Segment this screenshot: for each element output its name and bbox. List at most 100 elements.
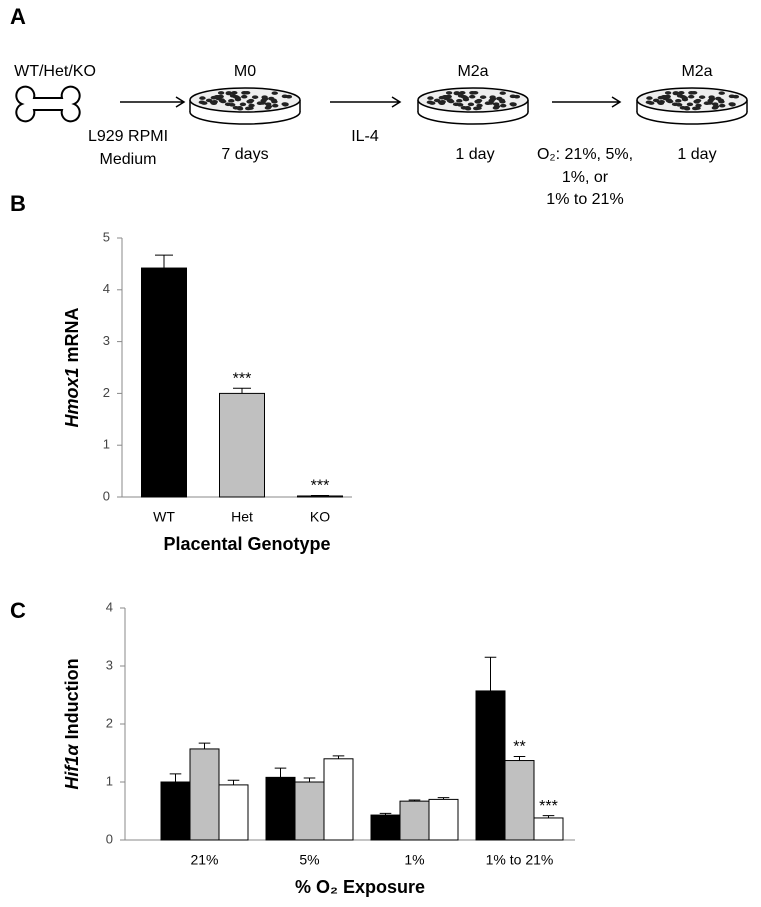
cell (475, 106, 482, 110)
cell (489, 95, 496, 99)
bar (189, 748, 220, 841)
bar (399, 800, 430, 841)
x-axis-label: % O₂ Exposure (295, 877, 425, 897)
cell (694, 98, 702, 103)
cell (217, 91, 225, 95)
cell (282, 102, 289, 107)
cell (265, 104, 273, 109)
error-bar (484, 656, 497, 691)
transition-label: 1% to 21% (546, 191, 623, 208)
petri-dish (636, 87, 748, 125)
bar (160, 781, 191, 841)
cell (675, 99, 682, 103)
error-bar (542, 815, 555, 818)
arrow (552, 96, 622, 108)
cell (688, 90, 695, 95)
cell (484, 101, 492, 106)
cell (241, 94, 248, 99)
cell (198, 100, 206, 105)
error-bar (408, 799, 421, 802)
cell (509, 94, 517, 99)
cell (236, 106, 244, 111)
y-axis-label-italic: Hmox1 (62, 367, 82, 427)
step-duration: 1 day (677, 146, 716, 163)
petri-dish (189, 87, 301, 125)
bar (141, 267, 187, 498)
cell (479, 95, 487, 99)
bar (218, 784, 249, 841)
cell (453, 91, 461, 95)
x-tick-label: 5% (299, 852, 319, 868)
error-bar (198, 742, 211, 749)
bar (323, 758, 354, 841)
bar (533, 817, 564, 841)
transition-label: 1%, or (562, 169, 609, 186)
y-axis-label-italic: Hif1α (62, 744, 82, 790)
cell (719, 103, 726, 108)
cell (456, 99, 463, 103)
cell (241, 90, 248, 95)
cell (228, 103, 236, 107)
cell (708, 95, 715, 99)
transition-label: IL-4 (351, 128, 379, 145)
cell (658, 100, 665, 104)
cell (675, 103, 683, 107)
bar (297, 495, 343, 498)
significance: *** (539, 798, 558, 815)
bone-icon (15, 85, 81, 123)
y-axis-label: Hmox1 mRNA (62, 307, 82, 427)
step-duration: 7 days (221, 146, 268, 163)
cell (646, 96, 653, 100)
cell (439, 100, 446, 104)
error-bar (227, 779, 240, 785)
cell (457, 93, 465, 98)
arrows (120, 96, 622, 108)
step-label: M2a (681, 63, 712, 80)
step-label: M0 (234, 63, 256, 80)
bar (294, 781, 325, 841)
y-tick-label: 1 (106, 773, 113, 788)
cell (462, 97, 470, 102)
cell (664, 91, 672, 95)
cell (271, 91, 278, 95)
y-tick-label: 2 (106, 715, 113, 730)
x-tick-label: 1% (404, 852, 424, 868)
cell (446, 99, 454, 103)
cell (231, 90, 238, 95)
x-tick-label: Het (231, 509, 253, 525)
cell (261, 95, 268, 99)
panel-label: A (10, 4, 26, 29)
y-tick-label: 3 (103, 333, 110, 348)
error-bar (169, 773, 182, 782)
y-tick-label: 4 (103, 281, 110, 296)
panel-label: B (10, 191, 26, 216)
cell (225, 91, 233, 95)
panel-label: C (10, 598, 26, 623)
cell (665, 99, 673, 103)
cell (234, 97, 242, 102)
cell (678, 90, 685, 95)
y-tick-label: 4 (106, 599, 113, 614)
transition-label: L929 RPMI (88, 128, 168, 145)
cell (469, 94, 476, 99)
cell (686, 102, 694, 107)
cell (500, 103, 507, 108)
error-bar (311, 494, 329, 496)
cell (260, 98, 267, 103)
arrow (120, 96, 186, 108)
cell (707, 98, 714, 103)
bar (475, 690, 506, 841)
cell (441, 94, 449, 99)
cell (213, 94, 221, 99)
bar (504, 760, 535, 841)
y-tick-label: 0 (106, 831, 113, 846)
error-bar (233, 387, 251, 394)
cell (199, 96, 206, 100)
step-duration: 1 day (455, 146, 494, 163)
cell (728, 94, 736, 99)
bar (265, 776, 296, 841)
cell (469, 90, 476, 95)
error-bar (437, 797, 450, 800)
cell (660, 94, 668, 99)
